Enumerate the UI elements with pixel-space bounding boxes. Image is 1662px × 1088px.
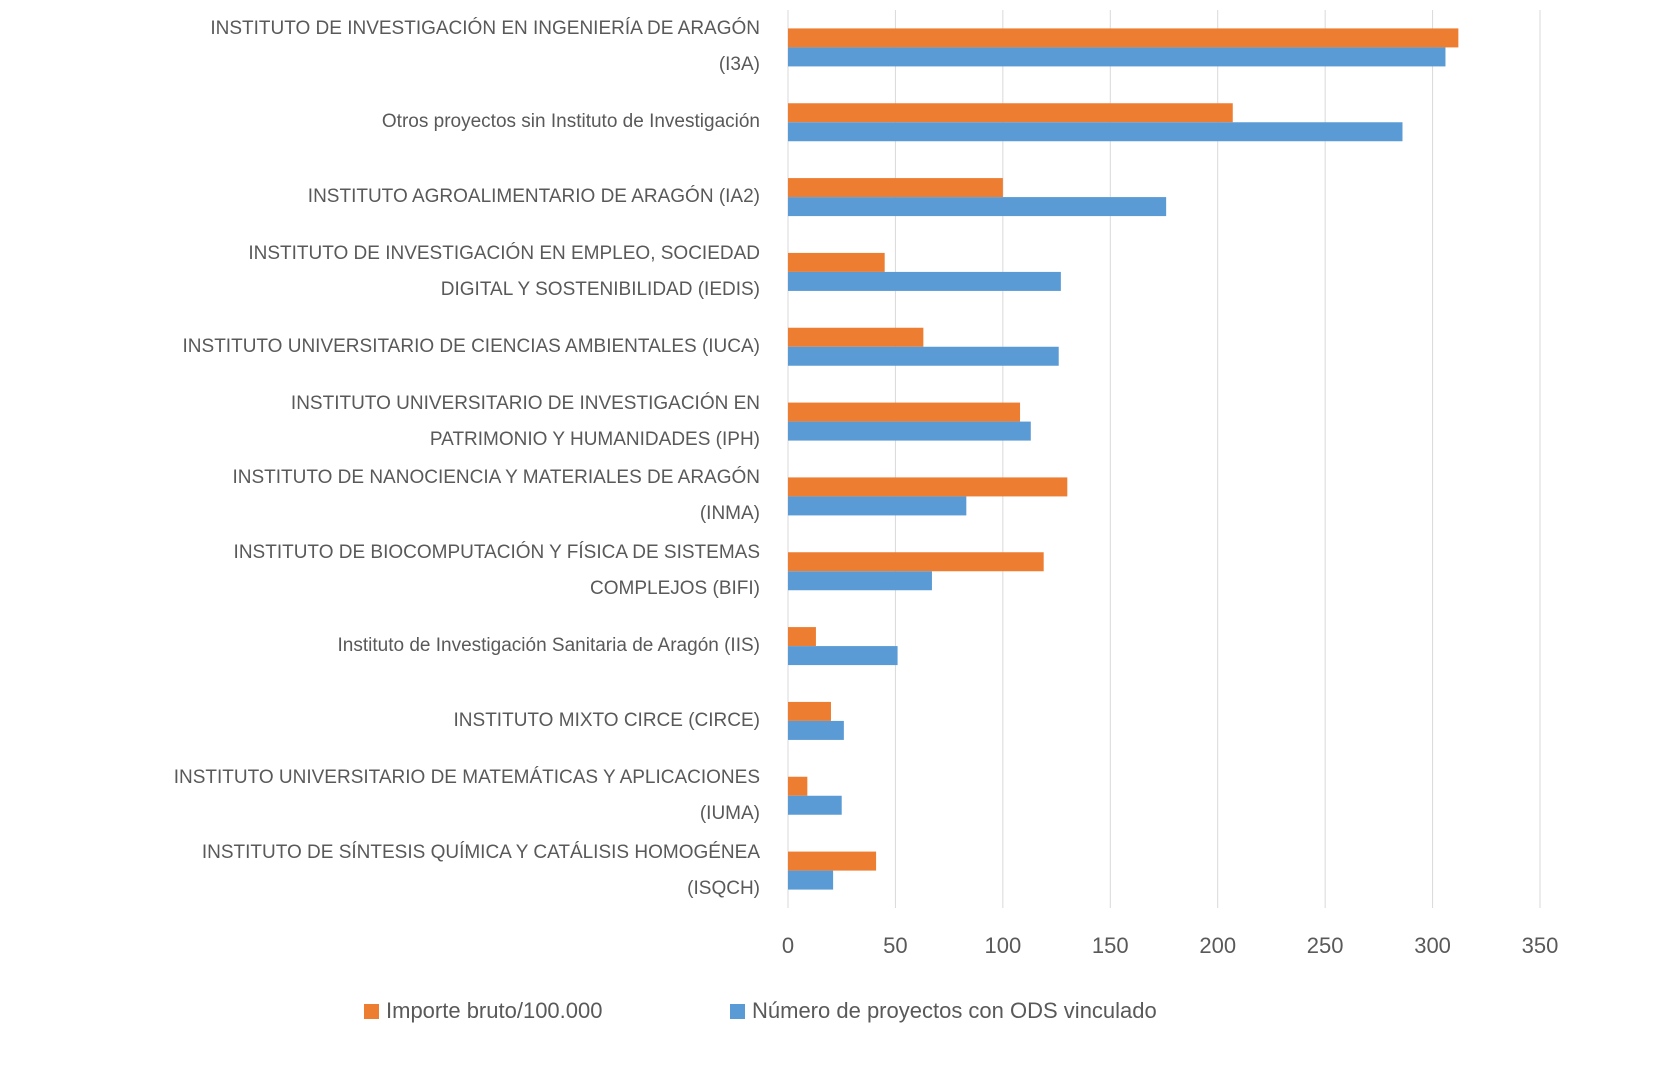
bar — [788, 646, 898, 666]
legend-swatch — [730, 1004, 745, 1019]
y-tick-label: Instituto de Investigación Sanitaria de … — [337, 635, 760, 657]
x-tick-label: 100 — [984, 933, 1021, 958]
y-tick-label: INSTITUTO DE SÍNTESIS QUÍMICA Y CATÁLISI… — [201, 841, 760, 899]
bar — [788, 197, 1167, 217]
bar — [788, 252, 885, 272]
x-tick-label: 200 — [1199, 933, 1236, 958]
bar — [788, 627, 816, 647]
bar — [788, 402, 1021, 422]
x-tick-label: 150 — [1092, 933, 1129, 958]
bar — [788, 571, 932, 591]
y-tick-label: INSTITUTO UNIVERSITARIO DE CIENCIAS AMBI… — [182, 335, 760, 357]
bar — [788, 103, 1233, 123]
bar — [788, 28, 1459, 48]
x-tick-label: 50 — [883, 933, 907, 958]
bar — [788, 47, 1446, 67]
bar — [788, 122, 1403, 142]
bar — [788, 795, 842, 815]
y-tick-label: Otros proyectos sin Instituto de Investi… — [381, 111, 760, 133]
x-tick-label: 0 — [782, 933, 794, 958]
y-tick-label: INSTITUTO DE INVESTIGACIÓN EN INGENIERÍA… — [210, 18, 760, 76]
bar — [788, 271, 1061, 291]
bar — [788, 178, 1003, 198]
bar — [788, 421, 1031, 441]
bar — [788, 851, 877, 871]
legend-label: Importe bruto/100.000 — [386, 998, 602, 1023]
y-tick-label: INSTITUTO DE NANOCIENCIA Y MATERIALES DE… — [232, 467, 760, 525]
bar — [788, 870, 834, 890]
bar — [788, 701, 831, 721]
bar — [788, 496, 967, 516]
y-tick-label: INSTITUTO UNIVERSITARIO DE MATEMÁTICAS Y… — [173, 766, 760, 824]
legend-swatch — [364, 1004, 379, 1019]
x-tick-label: 300 — [1414, 933, 1451, 958]
x-tick-label: 350 — [1522, 933, 1559, 958]
x-tick-label: 250 — [1307, 933, 1344, 958]
bar — [788, 346, 1059, 366]
y-tick-label: INSTITUTO DE BIOCOMPUTACIÓN Y FÍSICA DE … — [233, 542, 760, 600]
y-tick-label: INSTITUTO DE INVESTIGACIÓN EN EMPLEO, SO… — [248, 242, 760, 300]
legend-label: Número de proyectos con ODS vinculado — [752, 998, 1157, 1023]
bar — [788, 477, 1068, 497]
y-tick-label: INSTITUTO UNIVERSITARIO DE INVESTIGACIÓN… — [290, 392, 760, 450]
y-tick-label: INSTITUTO AGROALIMENTARIO DE ARAGÓN (IA2… — [307, 186, 760, 208]
y-tick-label: INSTITUTO MIXTO CIRCE (CIRCE) — [453, 709, 760, 731]
bar — [788, 552, 1044, 572]
bar — [788, 720, 844, 740]
bar — [788, 327, 924, 347]
bar — [788, 776, 808, 796]
